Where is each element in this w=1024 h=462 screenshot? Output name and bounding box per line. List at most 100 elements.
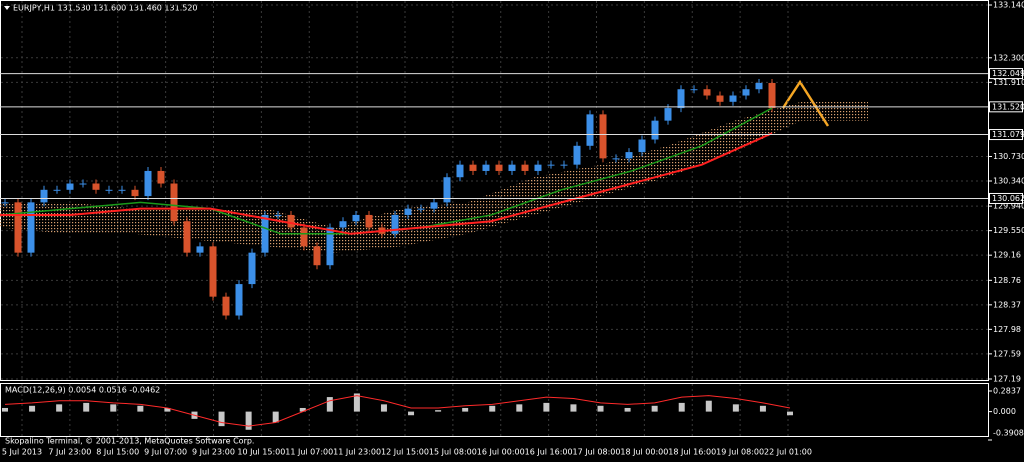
candle: [651, 120, 659, 140]
macd-bar: [110, 404, 117, 412]
candle: [235, 284, 243, 316]
time-label: 7 Jul 23:00: [48, 448, 91, 457]
time-label: 5 Jul 2013: [2, 448, 42, 457]
candle: [1, 202, 9, 204]
time-label: 15 Jul 08:00: [429, 448, 477, 457]
level-label: 131.079: [992, 130, 1024, 139]
macd-bar: [759, 405, 766, 412]
candle: [703, 89, 711, 96]
macd-bar: [218, 411, 225, 427]
candle: [625, 152, 633, 159]
copyright: Skopalino Terminal, © 2001-2013, MetaQuo…: [5, 437, 254, 446]
level-label: 132.049: [992, 69, 1024, 78]
candle: [534, 164, 542, 171]
candle: [443, 177, 451, 203]
macd-signal: [4, 395, 791, 427]
price-label: 129.940: [993, 202, 1024, 211]
candle: [79, 183, 87, 185]
price-label: 133.140: [993, 1, 1024, 10]
macd-bar: [651, 405, 658, 412]
price-label: 131.910: [993, 78, 1024, 87]
macd-bar: [380, 404, 387, 412]
price-label: 128.37: [993, 300, 1021, 309]
candle: [118, 189, 126, 191]
candle: [248, 252, 256, 285]
price-label: 130.730: [993, 152, 1024, 161]
level-box: [989, 101, 1023, 113]
time-label: 18 Jul 16:00: [668, 448, 716, 457]
candle: [352, 214, 360, 222]
time-label: 19 Jul 08:00: [716, 448, 764, 457]
level-label: 130.062: [992, 194, 1024, 203]
candle: [755, 82, 763, 90]
macd-bar: [56, 404, 63, 412]
candle: [508, 164, 516, 171]
candle: [274, 214, 282, 216]
macd-bar: [299, 407, 306, 412]
candle: [66, 183, 74, 190]
macd-bar: [353, 393, 360, 412]
candle: [573, 145, 581, 165]
macd-bar: [29, 405, 36, 412]
level-box: [989, 68, 1023, 80]
candle: [664, 108, 672, 121]
candle: [92, 183, 100, 190]
candle: [742, 89, 750, 96]
candle: [599, 114, 607, 159]
candle: [547, 164, 555, 166]
candle: [391, 214, 399, 234]
candle: [586, 114, 594, 146]
candle: [326, 227, 334, 266]
main-frame: [0, 0, 989, 381]
candle: [40, 189, 48, 203]
candle: [560, 164, 568, 166]
candle: [53, 189, 61, 191]
candle: [404, 208, 412, 215]
candle: [339, 221, 347, 228]
macd-bar: [597, 405, 604, 412]
macd-tick-label: 0.2837: [993, 387, 1021, 396]
level-box: [989, 129, 1023, 141]
macd-bar: [408, 411, 415, 416]
macd-bar: [245, 411, 252, 430]
macd-bar: [705, 400, 712, 412]
price-label: 130.340: [993, 177, 1024, 186]
menu-arrow[interactable]: [4, 6, 10, 10]
candle: [716, 95, 724, 102]
candle: [469, 164, 477, 171]
price-label: 127.19: [993, 375, 1021, 384]
candle: [690, 89, 698, 91]
macd-tick-label: 0.000: [993, 407, 1016, 416]
time-label: 17 Jul 08:00: [573, 448, 621, 457]
macd-bar: [137, 405, 144, 412]
candle: [365, 214, 373, 228]
macd-bar: [570, 404, 577, 412]
candle: [131, 189, 139, 197]
candle: [768, 82, 776, 109]
candle: [209, 246, 217, 297]
candle: [417, 208, 425, 210]
candle: [105, 189, 113, 191]
macd-bar: [462, 407, 469, 412]
time-label: 18 Jul 00:00: [620, 448, 668, 457]
candle: [495, 164, 503, 171]
macd-bar: [678, 402, 685, 412]
candle: [300, 227, 308, 247]
price-label: 129.550: [993, 226, 1024, 235]
macd-bar: [272, 411, 279, 423]
macd-bar: [624, 407, 631, 412]
level-label: 131.520: [992, 102, 1024, 111]
time-label: 8 Jul 15:00: [96, 448, 139, 457]
time-label: 11 Jul 23:00: [333, 448, 381, 457]
ma-red: [0, 132, 773, 235]
candle: [430, 202, 438, 209]
candle: [196, 246, 204, 253]
time-label: 10 Jul 15:00: [237, 448, 285, 457]
time-label: 16 Jul 00:00: [477, 448, 525, 457]
candle: [144, 170, 152, 197]
candle: [27, 202, 35, 253]
price-label: 132.300: [993, 53, 1024, 62]
candle: [287, 214, 295, 228]
candle: [729, 95, 737, 102]
macd-bar: [435, 410, 442, 412]
